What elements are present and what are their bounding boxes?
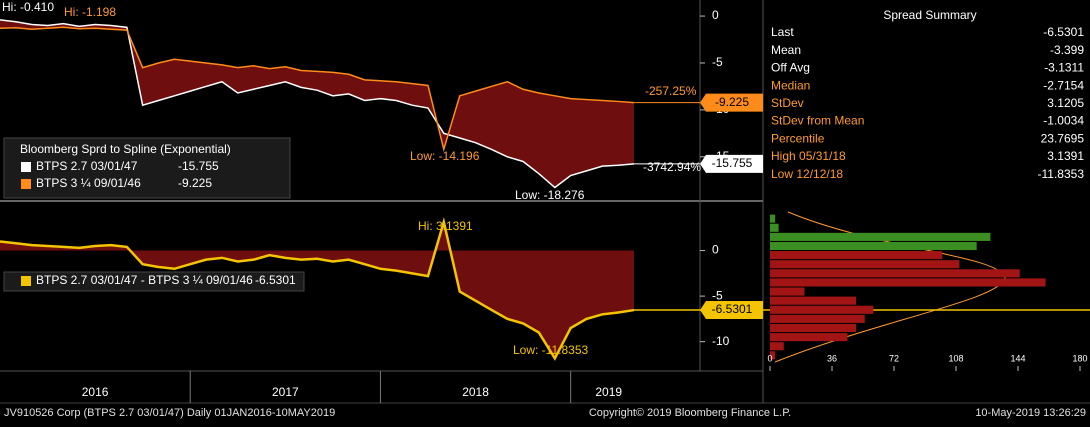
histogram-bar — [770, 232, 991, 241]
summary-value: 3.1391 — [1047, 149, 1084, 163]
y-tick-label: -5 — [712, 55, 723, 69]
y-tick-label: 0 — [712, 243, 719, 257]
x-tick-label: 2016 — [82, 385, 109, 399]
annotation: Low: -18.276 — [515, 188, 585, 202]
legend-value: -15.755 — [178, 159, 219, 173]
annotation: Low: -11.8353 — [513, 343, 588, 357]
legend-title: Bloomberg Sprd to Spline (Exponential) — [20, 142, 231, 156]
x-tick-label: 2017 — [272, 385, 299, 399]
series-line — [0, 19, 635, 189]
annotation: -3742.94% — [643, 160, 701, 174]
spread-fill — [0, 19, 634, 188]
x-tick-label: 2019 — [595, 385, 622, 399]
summary-label: Last — [771, 25, 794, 39]
y-tick-label: 0 — [712, 8, 719, 22]
last-value-tag — [700, 93, 763, 112]
histogram-bar — [770, 333, 848, 342]
summary-label: Median — [771, 78, 810, 92]
summary-label: Mean — [771, 43, 801, 57]
last-value-tag-label: -9.225 — [715, 95, 749, 109]
last-value-tag-label: -6.5301 — [712, 302, 753, 316]
summary-label: StDev from Mean — [771, 114, 864, 128]
x-tick-label: 0 — [767, 353, 772, 363]
annotation: Hi: -1.198 — [64, 5, 116, 19]
footer-right: 10-May-2019 13:26:29 — [975, 407, 1086, 419]
legend-value: -9.225 — [178, 176, 212, 190]
summary-label: High 05/31/18 — [771, 149, 846, 163]
legend-swatch — [21, 179, 31, 189]
legend-label: BTPS 2.7 03/01/47 — [36, 159, 138, 173]
annotation: Low: -14.196 — [410, 149, 480, 163]
summary-label: Off Avg — [771, 61, 810, 75]
last-value-tag — [700, 301, 763, 320]
histogram-bar — [770, 342, 784, 351]
summary-value: 23.7695 — [1041, 131, 1085, 145]
summary-value: 3.1205 — [1047, 96, 1084, 110]
y-tick-label: -5 — [712, 288, 723, 302]
histogram-bar — [770, 278, 1046, 287]
annotation: -257.25% — [645, 84, 697, 98]
summary-label: Percentile — [771, 131, 825, 145]
summary-value: -2.7154 — [1043, 78, 1084, 92]
legend-box — [3, 137, 291, 199]
summary-value: -1.0034 — [1043, 114, 1084, 128]
histogram-bar — [770, 296, 857, 305]
last-value-tag-label: -15.755 — [712, 156, 753, 170]
summary-label: StDev — [771, 96, 804, 110]
series-line — [0, 26, 635, 153]
legend-swatch — [21, 162, 31, 172]
legend-swatch — [21, 276, 31, 286]
legend-label: BTPS 3 ¼ 09/01/46 — [36, 176, 141, 190]
summary-value: -3.1311 — [1044, 61, 1084, 75]
summary-value: -6.5301 — [1043, 25, 1084, 39]
histogram-bar — [770, 269, 1020, 278]
last-value-tag — [700, 154, 763, 173]
histogram-bar — [770, 351, 776, 360]
series-line — [0, 216, 635, 361]
x-tick-label: 72 — [889, 353, 899, 363]
histogram-bar — [770, 241, 977, 251]
annotation: Hi: 3.1391 — [418, 219, 473, 233]
summary-value: -3.399 — [1050, 43, 1084, 57]
x-tick-label: 2018 — [462, 385, 489, 399]
histogram-bar — [770, 314, 865, 323]
histogram-bar — [770, 323, 857, 333]
spread-fill — [0, 221, 634, 359]
legend-value: -6.5301 — [255, 273, 296, 287]
summary-label: Low 12/12/18 — [771, 167, 843, 181]
histogram-bar — [770, 223, 779, 232]
histogram-bar — [770, 287, 805, 296]
y-tick-label: -10 — [712, 334, 730, 348]
legend-label: BTPS 2.7 03/01/47 - BTPS 3 ¼ 09/01/46 — [36, 273, 253, 287]
histogram-bar — [770, 260, 960, 269]
x-tick-label: 144 — [1010, 353, 1025, 363]
histogram-bar — [770, 251, 943, 260]
footer-center: Copyright© 2019 Bloomberg Finance L.P. — [589, 407, 791, 419]
x-tick-label: 108 — [948, 353, 963, 363]
annotation: Hi: -0.410 — [2, 0, 54, 14]
summary-title: Spread Summary — [883, 8, 976, 22]
footer-left: JV910526 Corp (BTPS 2.7 03/01/47) Daily … — [4, 407, 335, 419]
histogram-bar — [770, 214, 776, 223]
histogram-bar — [770, 305, 874, 314]
summary-value: -11.8353 — [1038, 167, 1085, 181]
legend-box — [3, 271, 305, 292]
x-tick-label: 36 — [827, 353, 837, 363]
x-tick-label: 180 — [1072, 353, 1087, 363]
